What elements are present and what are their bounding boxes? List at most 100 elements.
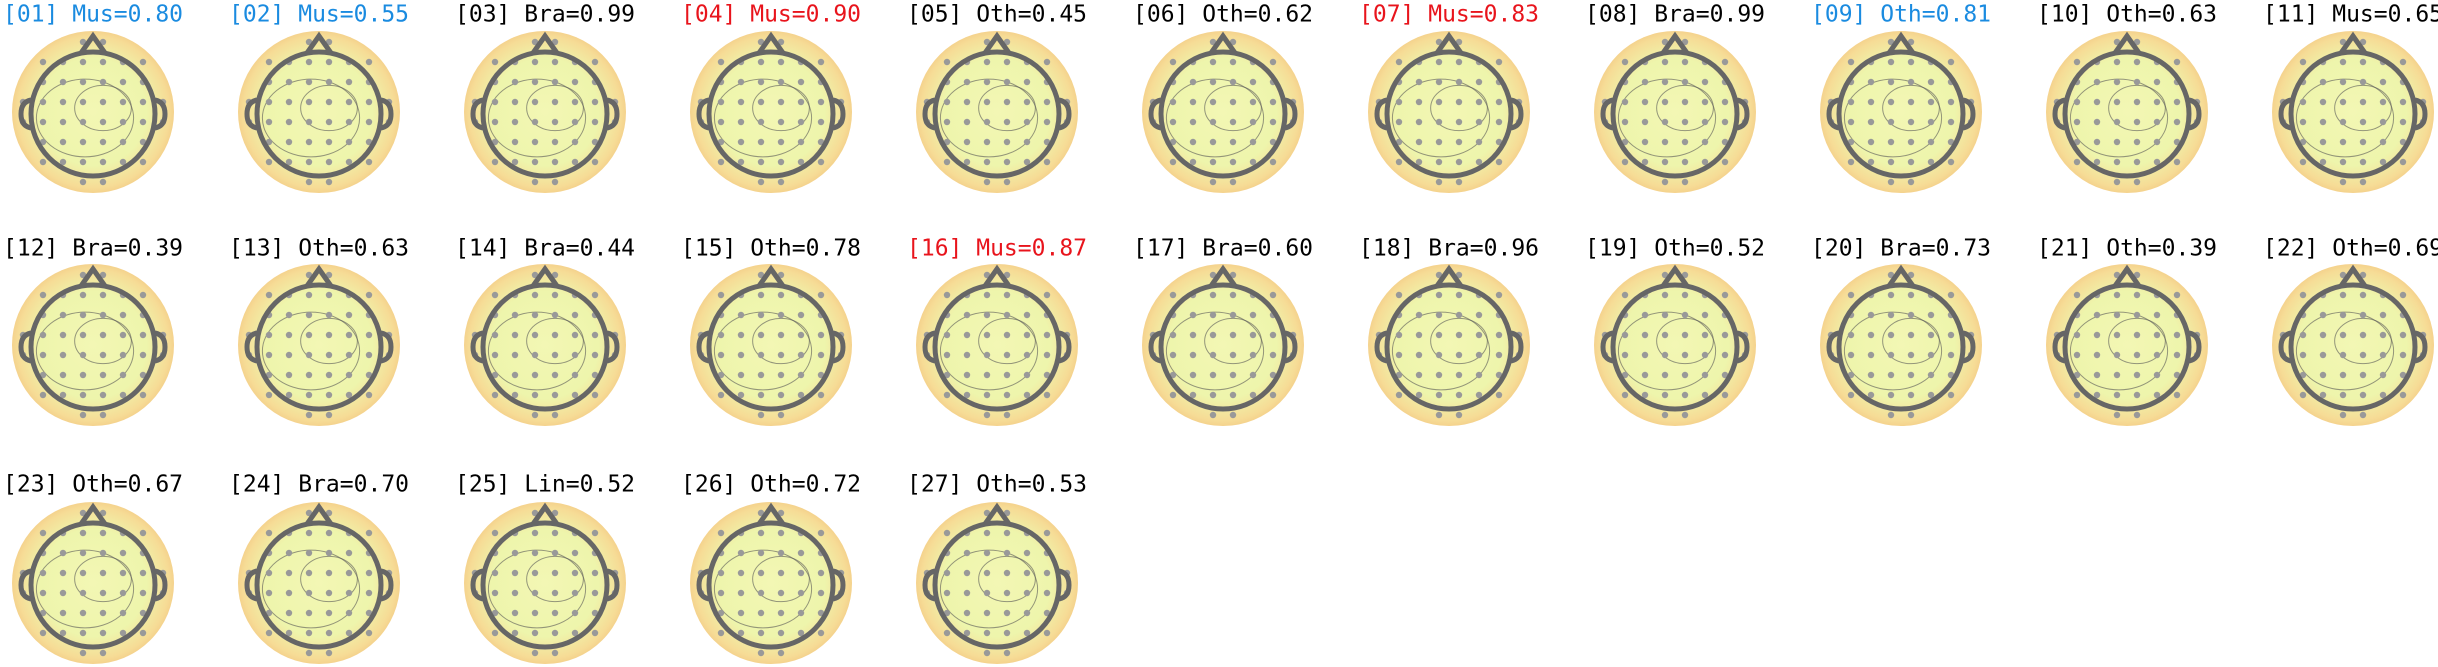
nose xyxy=(1434,264,1464,288)
electrode xyxy=(511,569,519,577)
right-ear xyxy=(832,97,846,131)
electrode xyxy=(1887,58,1895,66)
electrode xyxy=(2113,118,2121,126)
nose xyxy=(756,502,786,526)
electrode xyxy=(1661,391,1669,399)
electrode xyxy=(1721,331,1729,339)
nose xyxy=(78,31,108,55)
contour xyxy=(1165,311,1265,391)
electrode xyxy=(365,569,373,577)
contour xyxy=(261,78,361,158)
scalp-map xyxy=(916,502,1078,664)
electrode xyxy=(265,569,273,577)
electrode xyxy=(2073,158,2081,166)
electrode xyxy=(1455,158,1463,166)
electrode xyxy=(305,311,313,319)
electrode xyxy=(1641,138,1649,146)
left-ear xyxy=(2278,330,2292,364)
electrode xyxy=(2073,331,2081,339)
electrode xyxy=(1395,291,1403,299)
electrode xyxy=(2113,178,2121,186)
electrode xyxy=(59,351,67,359)
electrode xyxy=(2379,138,2387,146)
electrode xyxy=(1209,391,1217,399)
electrode xyxy=(777,549,785,557)
electrode xyxy=(943,331,951,339)
right-ear xyxy=(1510,330,1524,364)
electrode xyxy=(491,589,499,597)
electrode xyxy=(2113,98,2121,106)
component-title: [26] Oth=0.72 xyxy=(681,472,861,498)
electrode xyxy=(1641,331,1649,339)
contour xyxy=(1391,311,1491,391)
left-ear xyxy=(696,330,710,364)
electrode xyxy=(119,609,127,617)
electrode xyxy=(2113,58,2121,66)
electrode xyxy=(757,138,765,146)
electrode xyxy=(777,158,785,166)
head-outline xyxy=(706,49,836,179)
electrode xyxy=(1229,138,1237,146)
electrode xyxy=(365,138,373,146)
electrode xyxy=(1415,311,1423,319)
electrode xyxy=(2319,351,2327,359)
electrode xyxy=(737,629,745,637)
electrode xyxy=(757,649,765,657)
head-outline xyxy=(706,282,836,412)
electrode xyxy=(285,98,293,106)
electrode xyxy=(59,138,67,146)
electrode xyxy=(531,649,539,657)
electrode xyxy=(285,158,293,166)
nose xyxy=(530,502,560,526)
electrode xyxy=(1907,411,1915,419)
contour xyxy=(261,311,361,391)
electrode xyxy=(1249,351,1257,359)
electrode xyxy=(1229,371,1237,379)
contour xyxy=(487,311,587,391)
electrode xyxy=(285,351,293,359)
electrode xyxy=(817,138,825,146)
topomap: [20] Bra=0.73 xyxy=(1811,236,1991,426)
right-ear xyxy=(1962,97,1976,131)
electrode xyxy=(491,351,499,359)
electrode xyxy=(1003,291,1011,299)
electrode xyxy=(2133,371,2141,379)
electrode xyxy=(1043,609,1051,617)
component-title: [05] Oth=0.45 xyxy=(907,2,1087,28)
scalp-map xyxy=(12,502,174,664)
electrode xyxy=(817,291,825,299)
electrode xyxy=(1269,98,1277,106)
electrode xyxy=(983,78,991,86)
electrode xyxy=(1867,158,1875,166)
nose xyxy=(756,31,786,55)
component-title: [08] Bra=0.99 xyxy=(1585,2,1765,28)
electrode xyxy=(511,549,519,557)
electrode xyxy=(2093,98,2101,106)
right-ear xyxy=(832,330,846,364)
contour xyxy=(1882,317,1940,365)
right-ear xyxy=(1736,330,1750,364)
electrode xyxy=(797,351,805,359)
topomap: [07] Mus=0.83 xyxy=(1359,2,1539,193)
electrode xyxy=(1249,391,1257,399)
electrode xyxy=(1681,331,1689,339)
contour xyxy=(978,555,1036,603)
electrode xyxy=(1189,311,1197,319)
nose xyxy=(982,31,1012,55)
electrode xyxy=(1435,291,1443,299)
scalp-map xyxy=(1142,264,1304,426)
electrode xyxy=(1229,78,1237,86)
electrode xyxy=(365,58,373,66)
electrode xyxy=(1621,98,1629,106)
electrode xyxy=(1003,411,1011,419)
contour xyxy=(487,78,587,158)
electrode xyxy=(963,118,971,126)
electrode xyxy=(1249,98,1257,106)
electrode xyxy=(817,391,825,399)
electrode xyxy=(817,58,825,66)
electrode xyxy=(1621,331,1629,339)
electrode xyxy=(1209,411,1217,419)
electrode xyxy=(943,371,951,379)
electrode xyxy=(265,629,273,637)
right-ear xyxy=(1510,97,1524,131)
